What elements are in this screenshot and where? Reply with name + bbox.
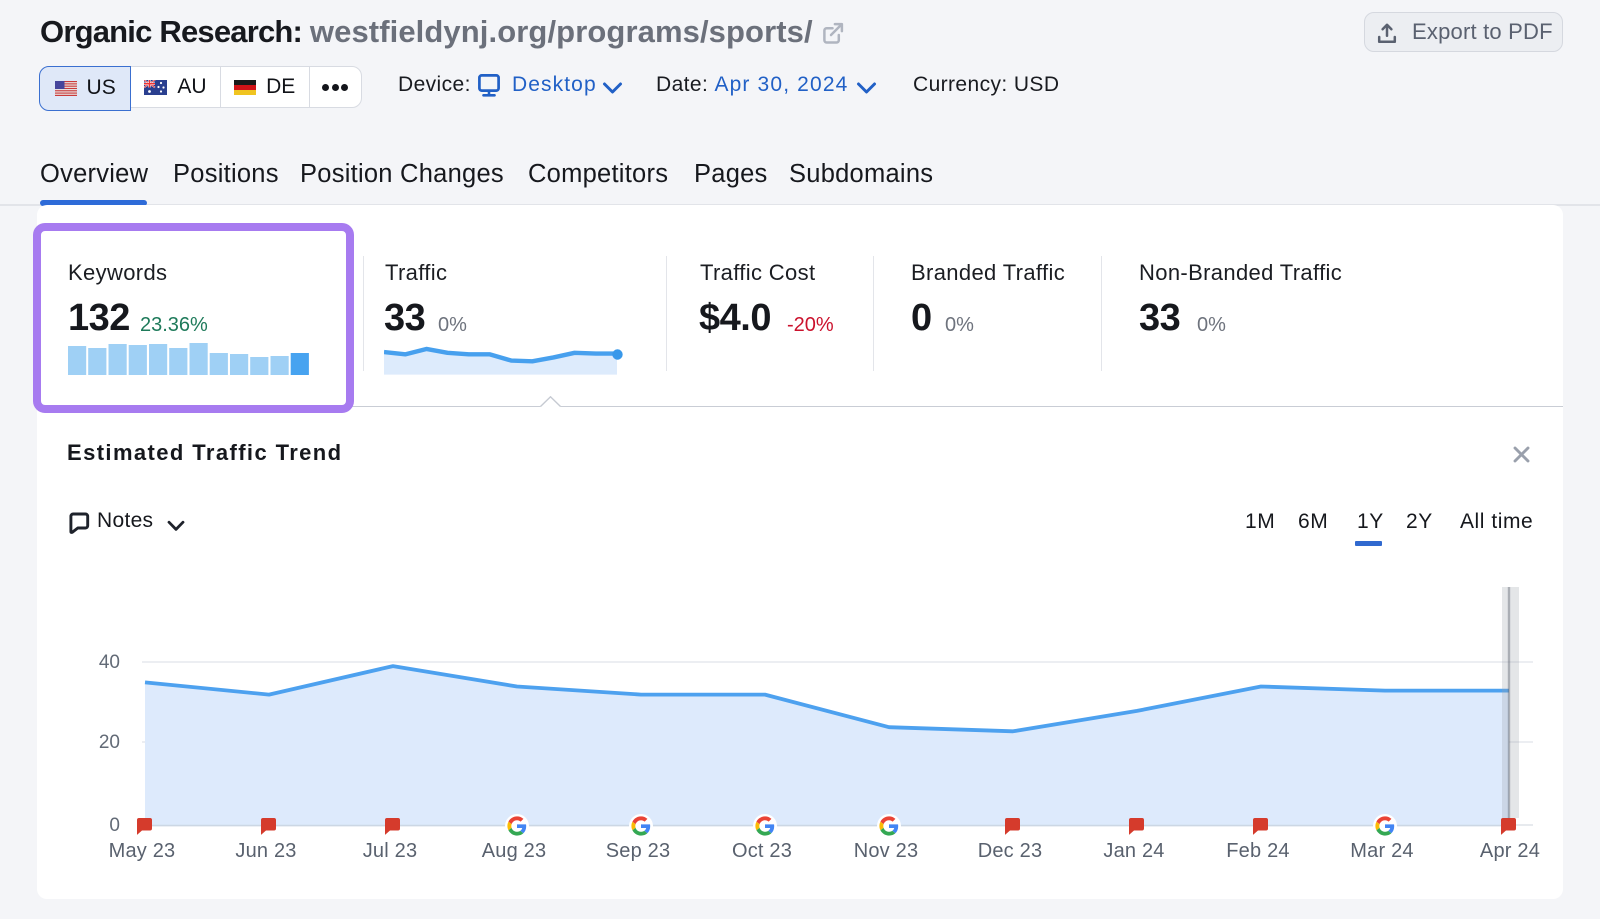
svg-text:0: 0: [109, 815, 120, 836]
svg-text:40: 40: [99, 652, 120, 673]
svg-text:20: 20: [99, 732, 120, 753]
